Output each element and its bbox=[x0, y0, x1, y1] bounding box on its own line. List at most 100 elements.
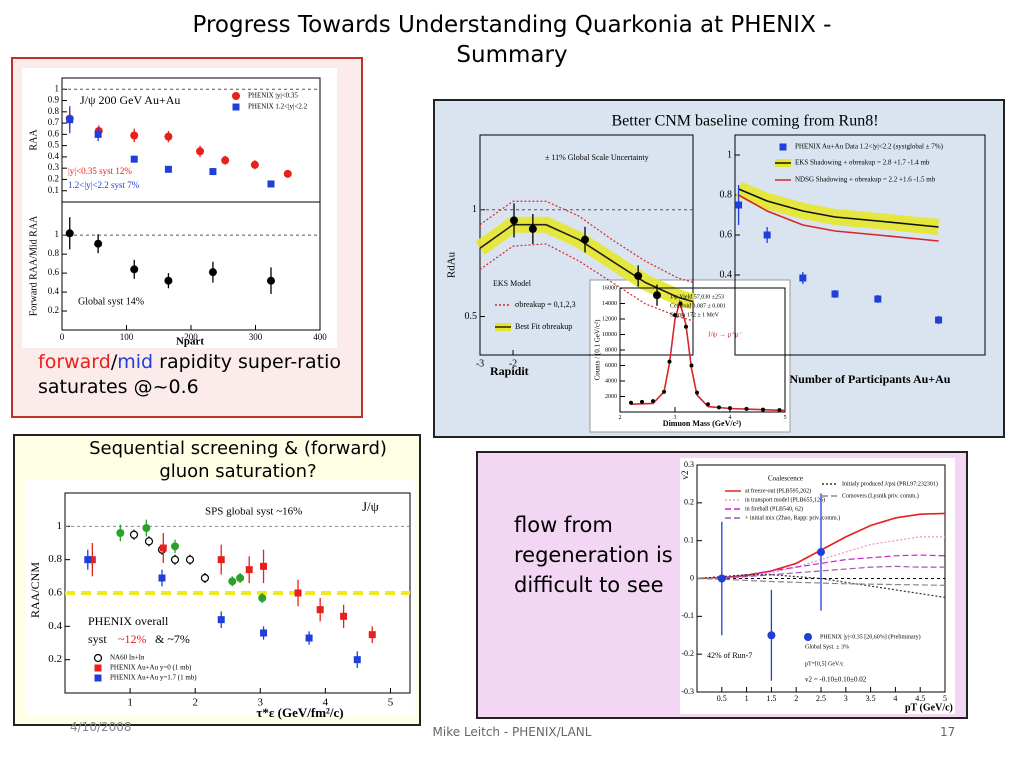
marker bbox=[667, 359, 672, 364]
y-tick-label: 0.2 bbox=[48, 653, 62, 665]
marker bbox=[65, 229, 74, 238]
marker bbox=[673, 313, 677, 318]
marker bbox=[171, 542, 180, 551]
legend-label: in transport model (PLB655,126) bbox=[745, 496, 825, 503]
curve bbox=[696, 577, 946, 586]
marker bbox=[94, 130, 102, 138]
y-tick-label: 0.1 bbox=[684, 535, 694, 544]
plot-bg bbox=[22, 68, 337, 348]
x-tick-label: 400 bbox=[313, 332, 327, 342]
marker bbox=[581, 235, 590, 244]
y-tick-label: 0.8 bbox=[48, 106, 60, 116]
slide-title: Progress Towards Understanding Quarkonia… bbox=[192, 12, 832, 68]
marker bbox=[283, 169, 292, 178]
legend-label: PHENIX Au+Au y=1.7 (1 mb) bbox=[110, 674, 197, 682]
annotation: |y|<0.35 syst 12% bbox=[68, 166, 132, 176]
y-tick-label: 0.5 bbox=[465, 311, 478, 322]
marker bbox=[260, 629, 268, 637]
curve bbox=[479, 200, 694, 283]
marker bbox=[217, 556, 225, 564]
y-tick-label: -0.2 bbox=[681, 649, 694, 658]
x-tick-label: 4.5 bbox=[915, 694, 925, 703]
marker bbox=[209, 168, 217, 176]
marker bbox=[130, 131, 139, 140]
marker bbox=[735, 201, 743, 209]
x-tick-label: 300 bbox=[249, 332, 263, 342]
marker bbox=[799, 274, 807, 282]
y-tick-label: 16000 bbox=[602, 285, 617, 291]
y-tick-label: 0.6 bbox=[48, 587, 62, 599]
y-tick-label: 1 bbox=[472, 204, 477, 215]
y-axis-label: Counts / (0.1 GeV/c²) bbox=[594, 319, 602, 380]
annotation: SPS global syst ~16% bbox=[205, 506, 302, 518]
marker bbox=[678, 301, 683, 306]
caption-part: / bbox=[110, 351, 118, 373]
annotation: v2 = -0.10±0.10±0.02 bbox=[805, 676, 867, 684]
y-tick-label: 0.3 bbox=[684, 460, 694, 469]
legend-label: Best Fit σbreakup bbox=[515, 322, 572, 331]
annotation: Global syst 14% bbox=[78, 296, 144, 307]
marker bbox=[874, 295, 882, 303]
legend-label: Initialy produced J/psi (PRL97:232301) bbox=[842, 480, 938, 487]
x-tick-label: -2 bbox=[509, 358, 517, 369]
x-tick-label: 4 bbox=[729, 415, 732, 421]
x-tick-label: 200 bbox=[184, 332, 198, 342]
y-tick-label: 0.4 bbox=[48, 620, 62, 632]
marker bbox=[94, 674, 102, 682]
y-tick-label: 0.2 bbox=[48, 305, 59, 315]
y-tick-label: 0.8 bbox=[48, 248, 60, 258]
marker bbox=[294, 589, 302, 597]
marker bbox=[164, 276, 173, 285]
y-axis-label: Forward RAA/Mid RAA bbox=[28, 215, 39, 316]
legend-label: PHENIX Au+Au y=0 (1 mb) bbox=[110, 664, 192, 672]
legend-label: + initial mix (Zhao, Rapp: priv. comm.) bbox=[745, 514, 840, 521]
marker bbox=[316, 606, 324, 614]
y-tick-label: 12000 bbox=[602, 316, 617, 322]
y-tick-label: 1 bbox=[727, 149, 732, 160]
marker bbox=[250, 160, 259, 169]
marker bbox=[221, 156, 230, 165]
x-tick-label: 3.5 bbox=[866, 694, 876, 703]
y-tick-label: 0.2 bbox=[48, 174, 59, 184]
marker bbox=[653, 291, 662, 300]
annotation: J/ψ → μ⁺μ⁻ bbox=[708, 331, 743, 339]
legend-label: σbreakup = 0,1,2,3 bbox=[515, 300, 576, 309]
x-axis-label: Rapidit bbox=[490, 364, 529, 378]
caption-part: rapidity super-ratio saturates @~0.6 bbox=[38, 351, 341, 398]
x-tick-label: -3 bbox=[476, 358, 484, 369]
x-axis-label: Number of Participants Au+Au bbox=[790, 372, 951, 386]
marker bbox=[217, 616, 225, 624]
y-tick-label: 0.6 bbox=[48, 128, 60, 138]
y-tick-label: 0.4 bbox=[720, 269, 733, 280]
marker bbox=[717, 405, 721, 410]
x-tick-label: 1 bbox=[127, 696, 133, 708]
marker bbox=[305, 634, 313, 642]
marker bbox=[196, 147, 205, 156]
x-tick-label: 5 bbox=[784, 415, 787, 421]
marker bbox=[84, 556, 92, 564]
x-axis-label: τ*ε (GeV/fm²/c) bbox=[256, 705, 343, 720]
marker bbox=[144, 537, 154, 546]
curve bbox=[738, 194, 939, 242]
y-tick-label: 10000 bbox=[602, 332, 617, 338]
marker bbox=[779, 143, 787, 151]
marker bbox=[744, 406, 749, 411]
x-tick-label: 5 bbox=[388, 696, 394, 708]
annotation: ~12% bbox=[118, 632, 147, 646]
chart-title: Better CNM baseline coming from Run8! bbox=[611, 113, 878, 130]
y-tick-label: 0.5 bbox=[48, 140, 60, 150]
legend-label: PHENIX |y|<0.35 [20,60%] (Preliminary) bbox=[820, 633, 921, 640]
marker bbox=[340, 612, 348, 620]
x-axis-label: Npart bbox=[176, 336, 204, 348]
legend-label: EKS Shadowing + σbreakup = 2.8 +1.7 -1.4… bbox=[795, 159, 930, 167]
y-axis-label: RAA/CNM bbox=[28, 562, 42, 618]
marker bbox=[66, 116, 74, 124]
legend-label: NA60 In+In bbox=[110, 654, 145, 662]
marker bbox=[717, 574, 726, 583]
annotation: EKS Model bbox=[493, 279, 532, 288]
plot-bg bbox=[25, 480, 415, 715]
y-tick-label: 1 bbox=[55, 83, 60, 93]
marker bbox=[208, 268, 217, 277]
